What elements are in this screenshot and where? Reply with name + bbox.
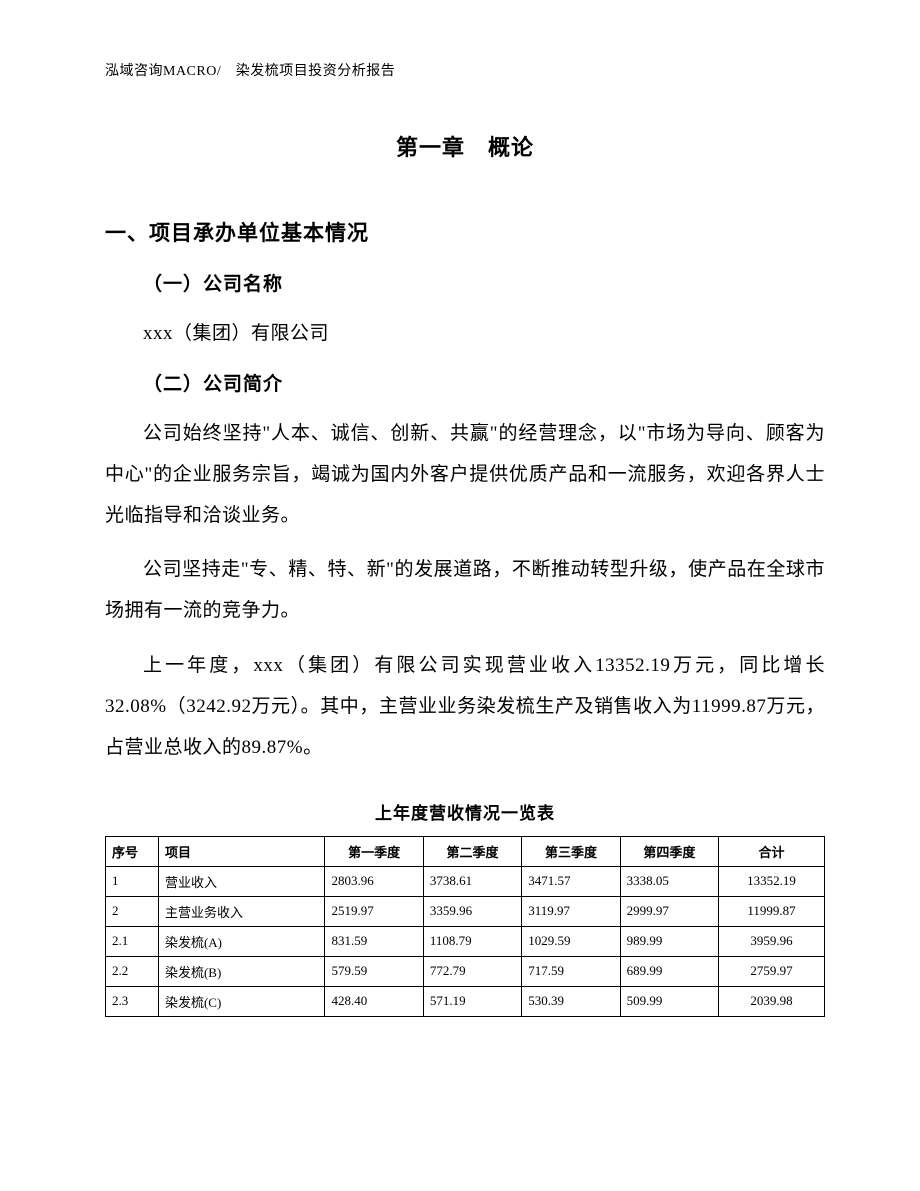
cell: 13352.19	[719, 866, 825, 896]
cell: 3359.96	[423, 896, 521, 926]
cell: 2.2	[106, 956, 159, 986]
col-header: 第一季度	[325, 836, 423, 866]
cell: 3738.61	[423, 866, 521, 896]
col-header: 合计	[719, 836, 825, 866]
table-row: 2.2 染发梳(B) 579.59 772.79 717.59 689.99 2…	[106, 956, 825, 986]
cell: 571.19	[423, 986, 521, 1016]
revenue-table: 序号 项目 第一季度 第二季度 第三季度 第四季度 合计 1 营业收入 2803…	[105, 836, 825, 1017]
chapter-title: 第一章 概论	[105, 130, 825, 162]
col-header: 第二季度	[423, 836, 521, 866]
cell: 染发梳(A)	[158, 926, 325, 956]
cell: 2.3	[106, 986, 159, 1016]
subsection-title-1-1: （一）公司名称	[105, 269, 825, 296]
company-profile-p2: 公司坚持走"专、精、特、新"的发展道路，不断推动转型升级，使产品在全球市场拥有一…	[105, 550, 825, 632]
cell: 717.59	[522, 956, 620, 986]
table-row: 2 主营业务收入 2519.97 3359.96 3119.97 2999.97…	[106, 896, 825, 926]
cell: 579.59	[325, 956, 423, 986]
page-header: 泓域咨询MACRO/ 染发梳项目投资分析报告	[105, 60, 825, 80]
cell: 2999.97	[620, 896, 718, 926]
company-profile-p1: 公司始终坚持"人本、诚信、创新、共赢"的经营理念，以"市场为导向、顾客为中心"的…	[105, 414, 825, 537]
cell: 509.99	[620, 986, 718, 1016]
company-profile-p3: 上一年度，xxx（集团）有限公司实现营业收入13352.19万元，同比增长32.…	[105, 646, 825, 769]
cell: 染发梳(C)	[158, 986, 325, 1016]
company-name-text: xxx（集团）有限公司	[105, 314, 825, 355]
table-row: 1 营业收入 2803.96 3738.61 3471.57 3338.05 1…	[106, 866, 825, 896]
col-header: 项目	[158, 836, 325, 866]
cell: 染发梳(B)	[158, 956, 325, 986]
cell: 1108.79	[423, 926, 521, 956]
cell: 2803.96	[325, 866, 423, 896]
col-header: 第四季度	[620, 836, 718, 866]
cell: 689.99	[620, 956, 718, 986]
cell: 3959.96	[719, 926, 825, 956]
cell: 营业收入	[158, 866, 325, 896]
cell: 989.99	[620, 926, 718, 956]
cell: 772.79	[423, 956, 521, 986]
subsection-title-1-2: （二）公司简介	[105, 369, 825, 396]
cell: 2	[106, 896, 159, 926]
cell: 2519.97	[325, 896, 423, 926]
cell: 2759.97	[719, 956, 825, 986]
cell: 2.1	[106, 926, 159, 956]
cell: 2039.98	[719, 986, 825, 1016]
table-row: 2.3 染发梳(C) 428.40 571.19 530.39 509.99 2…	[106, 986, 825, 1016]
cell: 1	[106, 866, 159, 896]
cell: 1029.59	[522, 926, 620, 956]
cell: 831.59	[325, 926, 423, 956]
cell: 3338.05	[620, 866, 718, 896]
section-title-1: 一、项目承办单位基本情况	[105, 217, 825, 247]
table-title: 上年度营收情况一览表	[105, 799, 825, 824]
table-row: 2.1 染发梳(A) 831.59 1108.79 1029.59 989.99…	[106, 926, 825, 956]
cell: 428.40	[325, 986, 423, 1016]
cell: 3471.57	[522, 866, 620, 896]
cell: 530.39	[522, 986, 620, 1016]
cell: 3119.97	[522, 896, 620, 926]
table-header-row: 序号 项目 第一季度 第二季度 第三季度 第四季度 合计	[106, 836, 825, 866]
col-header: 第三季度	[522, 836, 620, 866]
col-header: 序号	[106, 836, 159, 866]
cell: 主营业务收入	[158, 896, 325, 926]
cell: 11999.87	[719, 896, 825, 926]
